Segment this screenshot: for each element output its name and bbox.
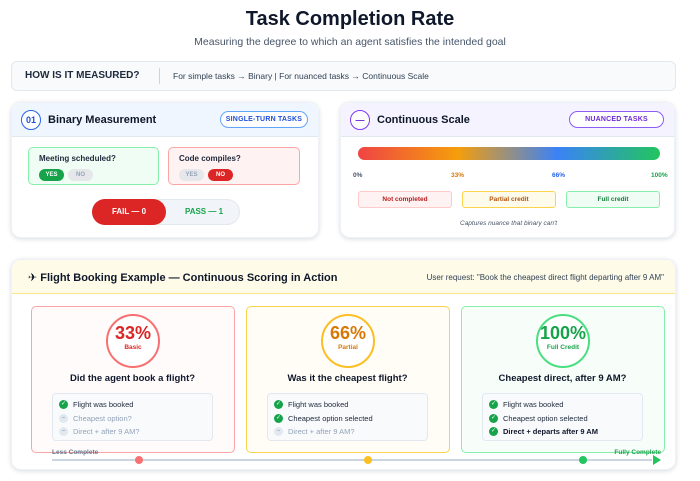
criteria-list: ✓ Flight was booked ✓ Cheapest option sele…	[267, 393, 428, 441]
binary-measurement-card: 01 Binary Measurement SINGLE-TURN TASKS …	[11, 102, 319, 238]
arrow-right-icon	[653, 455, 661, 465]
single-turn-tag: SINGLE-TURN TASKS	[220, 111, 308, 128]
criteria-item: ✓ Flight was booked	[274, 400, 349, 410]
completion-timeline	[52, 459, 652, 461]
flight-header: ✈ Flight Booking Example — Continuous Sc…	[12, 260, 675, 294]
yes-pill: YES	[179, 169, 204, 181]
binary-card-header: 01 Binary Measurement SINGLE-TURN TASKS	[12, 103, 318, 137]
score-level: Partial	[338, 344, 358, 351]
meeting-example: Meeting scheduled? YES NO	[28, 147, 159, 185]
continuous-scale-card: — Continuous Scale NUANCED TASKS 0% 33% …	[340, 102, 675, 238]
criteria-item: – Direct + after 9 AM?	[274, 425, 427, 439]
band-partial-credit: Partial credit	[462, 191, 556, 208]
criteria-list: ✓ Flight was booked ✓ Cheapest option sele…	[482, 393, 643, 441]
dash-icon: –	[59, 413, 68, 423]
criteria-item: ✓ Cheapest option selected	[489, 413, 588, 423]
timeline-end-label: Fully Complete	[614, 449, 661, 456]
score-card-basic: 33% Basic Did the agent book a flight? ✓…	[31, 306, 235, 453]
score-question: Did the agent book a flight?	[69, 373, 196, 384]
nuanced-tag: NUANCED TASKS	[569, 111, 664, 128]
score-percent: 100%	[539, 323, 587, 343]
score-question: Was it the cheapest flight?	[287, 373, 408, 384]
flight-title: ✈ Flight Booking Example — Continuous Sc…	[28, 272, 338, 284]
user-request: User request: "Book the cheapest direct …	[426, 273, 664, 282]
timeline-dot-full	[579, 456, 587, 464]
criteria-item: – Direct + after 9 AM?	[59, 425, 212, 439]
criteria-item: – Cheapest option?	[59, 412, 212, 426]
yes-pill-selected: YES	[39, 169, 64, 181]
pass-fail-toggle: FAIL — 0 PASS — 1	[92, 199, 240, 225]
score-percent: 33%	[114, 323, 152, 343]
score-card-partial: 66% Partial Was it the cheapest flight? …	[246, 306, 450, 453]
band-not-completed: Not completed	[358, 191, 452, 208]
page-subtitle: Measuring the degree to which an agent s…	[194, 36, 506, 48]
timeline-dot-partial	[364, 456, 372, 464]
dash-icon: –	[274, 427, 283, 437]
criteria-item: ✓ Flight was booked	[59, 400, 134, 410]
score-percent: 66%	[329, 323, 367, 343]
tick-33: 33%	[451, 172, 465, 179]
score-card-full: 100% Full Credit Cheapest direct, after …	[461, 306, 665, 453]
check-icon: ✓	[59, 400, 68, 410]
binary-card-title: Binary Measurement	[48, 114, 157, 126]
tick-66: 66%	[552, 172, 566, 179]
pass-label: PASS — 1	[184, 207, 224, 216]
continuous-card-header: — Continuous Scale NUANCED TASKS	[341, 103, 674, 137]
fail-label: FAIL — 0	[92, 199, 166, 225]
continuous-card-title: Continuous Scale	[377, 114, 470, 126]
no-pill-selected: NO	[208, 169, 233, 181]
check-icon: ✓	[274, 400, 283, 410]
score-level: Full Credit	[546, 344, 580, 351]
check-icon: ✓	[489, 427, 498, 437]
timeline-start-label: Less Complete	[52, 449, 99, 456]
tick-100: 100%	[651, 172, 668, 179]
criteria-item: ✓ Cheapest option selected	[274, 413, 373, 423]
score-ring-33: 33% Basic	[106, 314, 160, 368]
tick-0: 0%	[353, 172, 363, 179]
page-title: Task Completion Rate	[245, 8, 455, 30]
compile-example: Code compiles? YES NO	[168, 147, 300, 185]
timeline-dot-basic	[135, 456, 143, 464]
check-icon: ✓	[274, 413, 283, 423]
meeting-question: Meeting scheduled?	[39, 154, 116, 163]
continuous-number-badge: —	[350, 110, 370, 130]
criteria-item: ✓ Flight was booked	[489, 400, 564, 410]
measurement-banner: HOW IS IT MEASURED? For simple tasks → B…	[11, 61, 676, 91]
score-ring-66: 66% Partial	[321, 314, 375, 368]
band-full-credit: Full credit	[566, 191, 660, 208]
measurement-text: For simple tasks → Binary | For nuanced …	[173, 71, 429, 81]
no-pill: NO	[68, 169, 93, 181]
check-icon: ✓	[489, 400, 498, 410]
criteria-item: ✓ Direct + departs after 9 AM	[489, 427, 598, 437]
binary-number-badge: 01	[21, 110, 41, 130]
gradient-scale-bar	[358, 147, 660, 160]
measurement-label: HOW IS IT MEASURED?	[12, 68, 160, 84]
score-level: Basic	[124, 344, 142, 351]
flight-booking-section: ✈ Flight Booking Example — Continuous Sc…	[11, 259, 676, 470]
score-ring-100: 100% Full Credit	[536, 314, 590, 368]
check-icon: ✓	[489, 413, 498, 423]
dash-icon: –	[59, 427, 68, 437]
criteria-list: ✓ Flight was booked – Cheapest option? – Di…	[52, 393, 213, 441]
compile-question: Code compiles?	[179, 154, 241, 163]
score-question: Cheapest direct, after 9 AM?	[498, 373, 627, 384]
continuous-caption: Captures nuance that binary can't	[460, 220, 557, 227]
